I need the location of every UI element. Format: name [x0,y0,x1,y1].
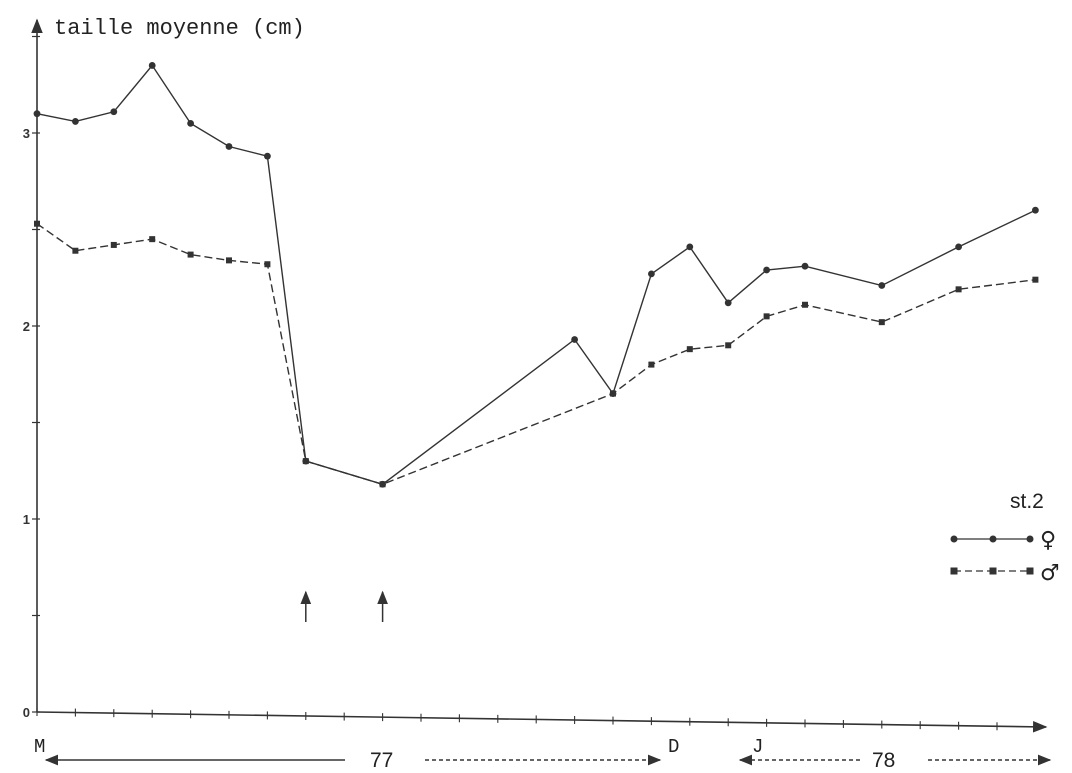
data-point [110,108,118,116]
data-point [801,262,809,270]
event-arrows [300,590,389,622]
year-78-span: 78 [738,749,1052,772]
y-tick-label: 1 [23,512,30,527]
station-label: st.2 [1010,490,1044,513]
data-point [686,243,694,251]
x-marker-d: D [668,736,679,758]
data-point [148,62,156,69]
data-point [187,119,195,127]
y-ticks: 0 1 2 3 [23,35,40,720]
series-layer [33,62,1039,488]
series-male [34,220,1039,488]
x-marker-m: M [34,736,45,758]
year-78-label: 78 [872,749,895,772]
year-77-label: 77 [370,749,393,772]
data-point [725,342,732,349]
data-point [33,110,41,118]
data-point [686,346,693,353]
data-point [648,361,655,368]
axes [31,18,1048,733]
data-point [1032,206,1039,214]
legend-male-marker-2 [989,567,997,575]
data-point [379,481,386,488]
data-point [72,118,79,125]
data-point [610,390,616,397]
data-point [878,282,886,289]
x-axis [36,711,1048,733]
legend-male: ♂ [950,561,1060,586]
legend-female-marker-2 [989,535,997,543]
series-line [36,64,1036,486]
data-point [802,301,808,308]
legend-female-symbol: ♀ [1040,528,1056,553]
x-ticks [36,708,998,731]
data-point [1032,276,1039,283]
legend-female-marker-3 [1026,535,1034,543]
x-marker-j: J [752,736,763,758]
data-point [72,247,79,254]
data-point [264,152,271,160]
data-point [648,270,655,278]
y-tick-label: 0 [23,705,30,720]
data-point [149,236,156,243]
y-axis-label: taille moyenne (cm) [54,16,305,41]
legend-male-marker-1 [950,567,958,575]
series-line [36,223,1036,486]
data-point [571,336,578,343]
legend: ♀ ♂ [950,528,1060,586]
legend-male-marker-3 [1026,567,1034,575]
legend-female-marker-1 [950,535,958,543]
legend-female: ♀ [950,528,1056,553]
data-point [110,241,117,248]
year-77-span: 77 [44,749,662,772]
data-point [34,220,40,227]
data-point [225,143,233,150]
data-point [763,313,770,320]
data-point [302,458,309,465]
data-point [226,257,232,264]
legend-male-symbol: ♂ [1040,561,1060,586]
data-point [955,243,962,251]
y-tick-label: 2 [23,319,30,334]
data-point [187,251,194,258]
data-point [724,299,732,307]
data-point [878,319,885,326]
data-point [264,261,271,268]
y-tick-label: 3 [23,126,30,141]
data-point [763,266,770,274]
data-point [955,286,962,293]
